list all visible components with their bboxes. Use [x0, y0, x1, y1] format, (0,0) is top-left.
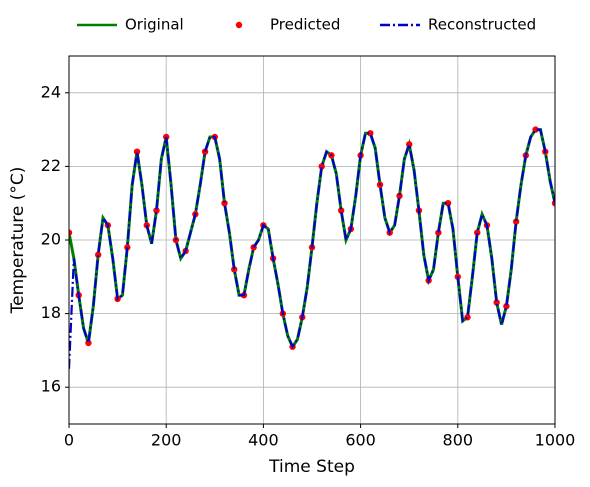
x-tick-label: 800 — [443, 431, 474, 450]
x-tick-label: 0 — [64, 431, 74, 450]
x-tick-label: 400 — [248, 431, 279, 450]
data-point — [474, 229, 481, 236]
data-point — [318, 163, 325, 170]
y-axis-label: Temperature (°C) — [8, 167, 28, 315]
data-point — [133, 148, 141, 155]
legend-label: Original — [125, 16, 184, 34]
data-point — [231, 266, 238, 273]
data-point — [493, 299, 500, 306]
y-tick-label: 18 — [41, 303, 61, 322]
y-tick-label: 22 — [41, 156, 61, 175]
data-point — [512, 218, 520, 225]
data-point — [221, 200, 228, 207]
x-tick-label: 1000 — [535, 431, 576, 450]
data-point — [396, 192, 403, 200]
x-tick-label: 600 — [345, 431, 376, 450]
plot-frame — [68, 55, 556, 425]
y-tick-label: 16 — [41, 377, 61, 396]
data-line — [69, 128, 555, 350]
data-point — [94, 251, 102, 258]
y-tick-label: 20 — [41, 230, 61, 249]
x-tick-label: 200 — [151, 431, 182, 450]
legend-label: Reconstructed — [428, 16, 536, 34]
x-axis-label: Time Step — [268, 457, 355, 477]
data-point — [435, 229, 442, 236]
data-line — [69, 128, 555, 369]
data-point — [444, 200, 452, 207]
y-tick-label: 24 — [41, 82, 61, 101]
data-point — [464, 314, 471, 321]
data-point — [69, 229, 73, 236]
data-point — [153, 207, 160, 214]
data-point — [337, 207, 345, 214]
legend-marker — [235, 21, 243, 29]
data-point — [503, 303, 510, 310]
legend-label: Predicted — [270, 16, 340, 34]
